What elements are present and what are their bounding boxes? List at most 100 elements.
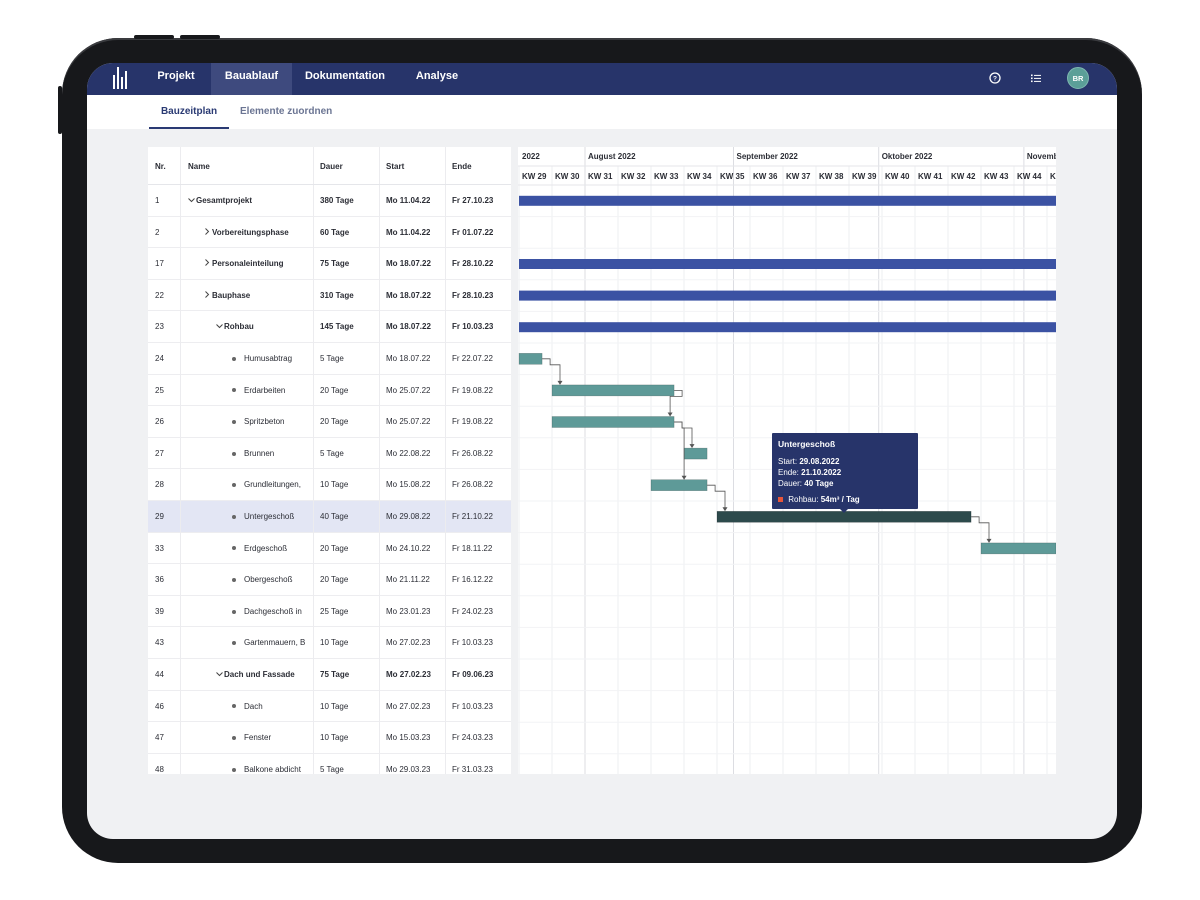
task-name: Dach — [244, 701, 263, 711]
cell-name: Dach — [232, 691, 309, 722]
tab-dokumentation[interactable]: Dokumentation — [304, 70, 386, 82]
task-name: Erdarbeiten — [244, 385, 286, 395]
cell-nr: 1 — [155, 196, 160, 205]
task-bar[interactable] — [683, 447, 708, 460]
cell-ende: Fr 31.03.23 — [452, 764, 493, 774]
task-bar[interactable] — [650, 479, 708, 492]
cell-name: Fenster — [232, 722, 309, 753]
chevron-right-icon[interactable] — [204, 217, 212, 248]
table-row[interactable]: 36 Obergeschoß 20 Tage Mo 21.11.22 Fr 16.12.… — [148, 564, 511, 596]
week-label: K — [1050, 172, 1056, 181]
table-row[interactable]: 2 Vorbereitungsphase 60 Tage Mo 11.04.22 Fr … — [148, 217, 511, 249]
week-label: KW 40 — [885, 172, 910, 181]
cell-ende: Fr 21.10.22 — [452, 512, 493, 521]
week-label: KW 29 — [522, 172, 547, 181]
tablet-top-button-2 — [180, 35, 220, 39]
chevron-right-icon[interactable] — [204, 248, 212, 279]
column-divider — [445, 147, 446, 774]
cell-name: Spritzbeton — [232, 406, 309, 437]
bullet-icon — [232, 356, 236, 361]
cell-start: Mo 18.07.22 — [386, 322, 431, 332]
chevron-down-icon[interactable] — [188, 185, 196, 216]
summary-bar[interactable] — [519, 259, 1056, 269]
tab-analyse[interactable]: Analyse — [415, 70, 459, 82]
tooltip-resource-value: 54m³ / Tag — [820, 495, 860, 504]
cell-dauer: 75 Tage — [320, 670, 350, 679]
cell-start: Mo 18.07.22 — [386, 354, 431, 363]
bullet-icon — [232, 514, 236, 519]
cell-start: Mo 11.04.22 — [386, 227, 431, 237]
table-row[interactable]: 26 Spritzbeton 20 Tage Mo 25.07.22 Fr 19.08.… — [148, 406, 511, 438]
chevron-right-icon[interactable] — [204, 280, 212, 311]
table-row[interactable]: 28 Grundleitungen, 10 Tage Mo 15.08.22 Fr 26… — [148, 469, 511, 501]
table-row[interactable]: 33 Erdgeschoß 20 Tage Mo 24.10.22 Fr 18.11.2… — [148, 533, 511, 565]
task-bar[interactable] — [980, 542, 1056, 555]
tab-bauablauf[interactable]: Bauablauf — [211, 63, 292, 95]
table-row[interactable]: 1 Gesamtprojekt 380 Tage Mo 11.04.22 Fr 27.1… — [148, 185, 511, 217]
cell-nr: 47 — [155, 733, 164, 743]
task-name: Vorbereitungsphase — [212, 227, 289, 237]
week-label: KW 37 — [786, 172, 811, 181]
tooltip-duration-label: Dauer: — [778, 479, 803, 488]
cell-ende: Fr 28.10.23 — [452, 290, 494, 300]
header-name[interactable]: Name — [188, 162, 210, 171]
table-row[interactable]: 29 Untergeschoß 40 Tage Mo 29.08.22 Fr 21.10… — [148, 501, 511, 533]
week-label: KW 44 — [1017, 172, 1042, 181]
tab-elemente-zuordnen[interactable]: Elemente zuordnen — [240, 106, 333, 117]
table-row[interactable]: 22 Bauphase 310 Tage Mo 18.07.22 Fr 28.10.23 — [148, 280, 511, 312]
header-nr[interactable]: Nr. — [155, 162, 166, 171]
cell-nr: 43 — [155, 638, 164, 648]
table-row[interactable]: 27 Brunnen 5 Tage Mo 22.08.22 Fr 26.08.22 — [148, 438, 511, 470]
tab-bauzeitplan[interactable]: Bauzeitplan — [149, 95, 229, 129]
task-bar[interactable] — [551, 384, 675, 397]
task-bar[interactable] — [518, 353, 543, 365]
sub-navigation: Bauzeitplan Elemente zuordnen — [87, 95, 1117, 129]
tab-projekt[interactable]: Projekt — [157, 70, 195, 82]
table-row[interactable]: 43 Gartenmauern, B 10 Tage Mo 27.02.23 Fr 10… — [148, 627, 511, 659]
help-circle-icon[interactable]: ? — [987, 70, 1003, 86]
cell-name: Balkone abdicht — [232, 754, 309, 774]
cell-name: Humusabtrag — [232, 343, 309, 374]
cell-nr: 23 — [155, 322, 164, 332]
table-row[interactable]: 25 Erdarbeiten 20 Tage Mo 25.07.22 Fr 19.08.… — [148, 375, 511, 407]
summary-bar[interactable] — [519, 195, 1056, 206]
table-row[interactable]: 24 Humusabtrag 5 Tage Mo 18.07.22 Fr 22.07.2… — [148, 343, 511, 375]
cell-dauer: 20 Tage — [320, 575, 349, 585]
header-start[interactable]: Start — [386, 162, 405, 171]
table-row[interactable]: 44 Dach und Fassade 75 Tage Mo 27.02.23 Fr 0… — [148, 659, 511, 691]
week-label: KW 43 — [984, 172, 1009, 181]
summary-bar[interactable] — [519, 322, 1056, 333]
cell-dauer: 20 Tage — [320, 417, 349, 427]
task-bar[interactable] — [551, 416, 675, 428]
dependency-link — [674, 421, 685, 477]
table-row[interactable]: 47 Fenster 10 Tage Mo 15.03.23 Fr 24.03.23 — [148, 722, 511, 754]
svg-text:?: ? — [993, 75, 997, 82]
dependency-arrow-icon — [689, 444, 695, 449]
header-ende[interactable]: Ende — [452, 162, 472, 171]
cell-dauer: 5 Tage — [320, 764, 344, 774]
list-icon[interactable] — [1028, 70, 1044, 86]
tooltip-duration-value: 40 Tage — [804, 479, 834, 488]
table-row[interactable]: 17 Personaleinteilung 75 Tage Mo 18.07.22 Fr… — [148, 248, 511, 280]
task-name: Gesamtprojekt — [196, 196, 253, 205]
header-dauer[interactable]: Dauer — [320, 162, 343, 171]
tablet-top-button-1 — [134, 35, 174, 39]
app-logo-icon[interactable] — [113, 67, 129, 89]
cell-ende: Fr 10.03.23 — [452, 638, 493, 648]
summary-bar[interactable] — [519, 290, 1056, 301]
user-avatar[interactable]: BR — [1067, 67, 1089, 89]
table-row[interactable]: 46 Dach 10 Tage Mo 27.02.23 Fr 10.03.23 — [148, 691, 511, 723]
task-name: Erdgeschoß — [244, 543, 288, 553]
chevron-down-icon[interactable] — [216, 311, 224, 342]
bullet-icon — [232, 546, 236, 551]
table-row[interactable]: 23 Rohbau 145 Tage Mo 18.07.22 Fr 10.03.23 — [148, 311, 511, 343]
table-row[interactable]: 39 Dachgeschoß in 25 Tage Mo 23.01.23 Fr 24.… — [148, 596, 511, 628]
dependency-link — [971, 516, 990, 540]
cell-ende: Fr 22.07.22 — [452, 354, 493, 363]
table-row[interactable]: 48 Balkone abdicht 5 Tage Mo 29.03.23 Fr 31.… — [148, 754, 511, 774]
chevron-down-icon[interactable] — [216, 659, 224, 690]
cell-name: Erdgeschoß — [232, 533, 309, 564]
cell-nr: 22 — [155, 290, 164, 300]
cell-ende: Fr 26.08.22 — [452, 448, 493, 458]
bullet-icon — [232, 641, 236, 646]
